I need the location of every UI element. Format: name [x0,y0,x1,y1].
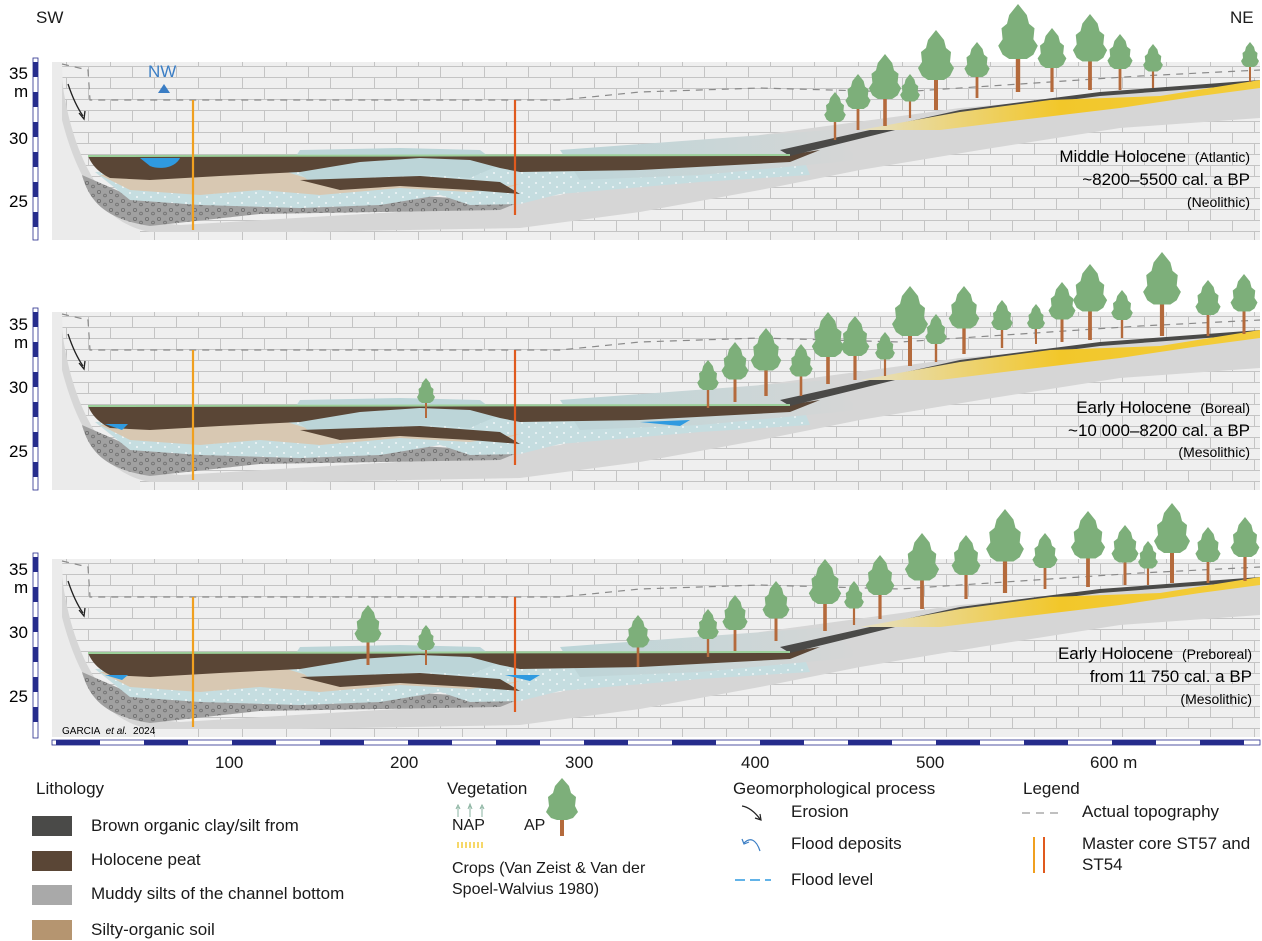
legend-item-topography: Actual topography [1082,802,1220,821]
y-tick-30: 30 [9,129,28,148]
nap-label: NAP [452,817,485,834]
y-unit: m [14,333,28,352]
credit: GARCIA et al. 2024 [62,726,156,737]
period-culture: (Mesolithic) [1178,444,1250,460]
nw-label: NW [148,62,176,81]
swatch-peat [32,851,72,871]
period-name: Early Holocene [1076,398,1191,417]
x-axis [51,739,1261,746]
panel-boreal [50,252,1262,492]
panel-3-label: Early Holocene (Preboreal) from 11 750 c… [1058,644,1252,707]
x-tick-500: 500 [916,753,945,772]
period-age: from 11 750 cal. a BP [1090,667,1252,686]
lithology-item: Silty-organic soil [91,920,215,939]
topography-line-icon [1022,812,1058,814]
period-age: ~10 000–8200 cal. a BP [1068,421,1250,440]
y-tick-25: 25 [9,192,28,211]
erosion-arrow-icon [741,805,762,821]
flood-deposit-icon [741,838,761,852]
y-tick-35: 35 [9,315,28,334]
y-tick-35: 35 [9,64,28,83]
crops-label: Crops (Van Zeist & Van der Spoel-Walvius… [452,860,646,898]
grass-icon [455,802,485,817]
x-tick-200: 200 [390,753,419,772]
nw-arrow-icon [158,84,170,93]
y-tick-30: 30 [9,623,28,642]
swatch-organic-clay [32,816,72,836]
orientation-ne: NE [1230,8,1254,27]
y-tick-30: 30 [9,378,28,397]
panel-2-label: Early Holocene (Boreal) ~10 000–8200 cal… [1068,398,1250,460]
period-name: Early Holocene [1058,644,1173,663]
lithology-item: Holocene peat [91,850,201,869]
panel-1-label: Middle Holocene (Atlantic) ~8200–5500 ca… [1059,147,1250,210]
swatch-silty-soil [32,920,72,940]
period-culture: (Mesolithic) [1180,691,1252,707]
period-culture: (Neolithic) [1187,194,1250,210]
x-tick-400: 400 [741,753,770,772]
y-tick-25: 25 [9,687,28,706]
y-tick-35: 35 [9,560,28,579]
flood-water [505,675,540,681]
y-axis-panel-3: 35 m 30 25 [9,552,39,739]
legend-item-cores: Master core ST57 and ST54 [1082,834,1251,874]
x-tick-300: 300 [565,753,594,772]
period-sub: (Boreal) [1200,400,1250,416]
legend-title: Legend [1023,779,1080,798]
period-sub: (Preboreal) [1182,646,1252,662]
x-tick-600: 600 m [1090,753,1138,772]
panel-preboreal [50,503,1262,739]
crops-icon [457,842,483,848]
cross-sections: NW 35 m 30 25 35 m 30 25 [9,3,1262,746]
y-axis-panel-1: 35 m 30 25 [9,57,39,241]
geomorph-item-flood-level: Flood level [791,870,874,889]
period-sub: (Atlantic) [1195,149,1250,165]
flood-water [105,675,128,680]
ap-label: AP [524,817,546,834]
core-lines-icon [1033,837,1045,873]
lithology-item: Brown organic clay/silt from [91,816,299,835]
flood-water [140,158,180,168]
y-unit: m [14,82,28,101]
geomorph-item-flood-deposits: Flood deposits [791,834,902,853]
tree-icon [546,778,578,836]
svg-text:Early Holocene (Prebor: Early Holocene (Preboreal) [1058,644,1252,663]
y-unit: m [14,578,28,597]
x-tick-100: 100 [215,753,244,772]
lithology-item: Muddy silts of the channel bottom [91,884,345,903]
geomorph-title: Geomorphological process [733,779,936,798]
svg-text:Early Holocene (Boreal: Early Holocene (Boreal) [1076,398,1250,417]
svg-text:Middle Holocene (Atlan: Middle Holocene (Atlantic) [1059,147,1250,166]
period-name: Middle Holocene [1059,147,1186,166]
y-axis-panel-2: 35 m 30 25 [9,307,39,491]
vegetation-title: Vegetation [447,779,528,798]
swatch-muddy-silts [32,885,72,905]
period-age: ~8200–5500 cal. a BP [1082,170,1250,189]
orientation-sw: SW [36,8,64,27]
flood-water [640,420,690,426]
geomorph-item-erosion: Erosion [791,802,849,821]
flood-level-icon [735,879,771,881]
flood-water [105,424,128,430]
panel-middle-holocene [50,3,1262,242]
y-tick-25: 25 [9,442,28,461]
lithology-title: Lithology [36,779,105,798]
